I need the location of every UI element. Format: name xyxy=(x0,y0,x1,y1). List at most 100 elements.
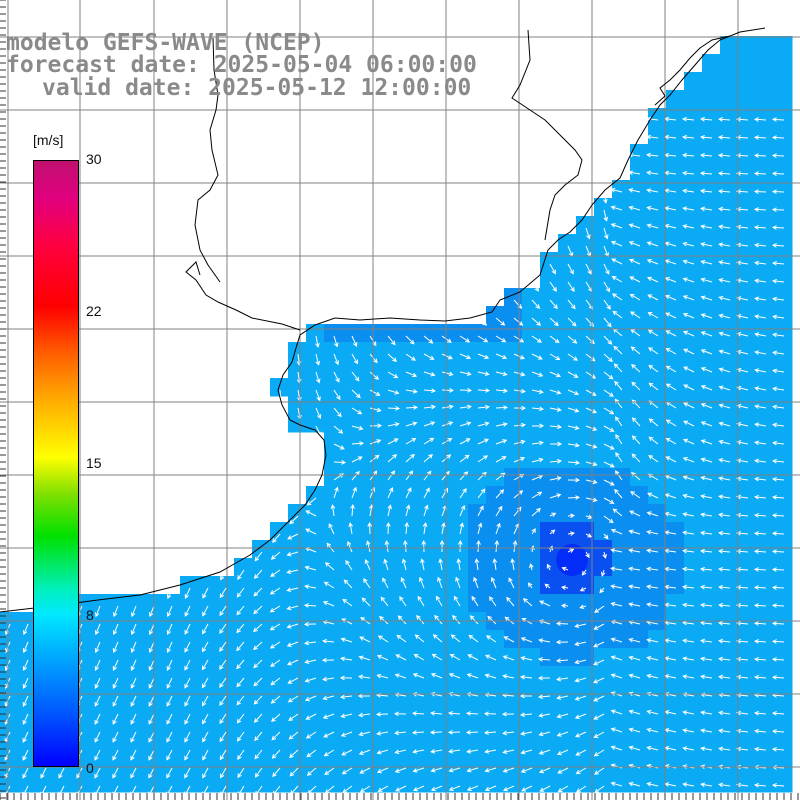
ocean-cell xyxy=(774,486,793,505)
ocean-cell xyxy=(486,306,505,325)
colorbar-tick-0: 0 xyxy=(86,760,94,776)
ocean-cell xyxy=(378,720,397,739)
ocean-cell xyxy=(738,648,757,667)
ocean-cell xyxy=(756,504,775,523)
ocean-cell xyxy=(414,630,433,649)
ocean-cell xyxy=(216,630,235,649)
ocean-cell xyxy=(540,432,559,451)
ocean-cell xyxy=(324,324,343,343)
ocean-cell xyxy=(738,540,757,559)
ocean-cell xyxy=(630,342,649,361)
ocean-cell xyxy=(666,702,685,721)
ocean-cell xyxy=(630,378,649,397)
ocean-cell xyxy=(522,684,541,703)
ocean-cell xyxy=(414,486,433,505)
ocean-cell xyxy=(504,540,523,559)
ocean-cell xyxy=(324,432,343,451)
ocean-cell xyxy=(594,756,613,775)
ocean-cell xyxy=(90,684,109,703)
ocean-cell xyxy=(234,738,253,757)
ocean-cell xyxy=(252,684,271,703)
ocean-cell xyxy=(522,396,541,415)
ocean-cell xyxy=(486,342,505,361)
ocean-cell xyxy=(216,684,235,703)
ocean-cell xyxy=(720,630,739,649)
ocean-cell xyxy=(378,684,397,703)
ocean-cell xyxy=(432,342,451,361)
ocean-cell xyxy=(414,360,433,379)
ocean-cell xyxy=(396,594,415,613)
ocean-cell xyxy=(108,774,127,793)
ocean-cell xyxy=(450,414,469,433)
ocean-cell xyxy=(432,378,451,397)
ocean-cell xyxy=(666,198,685,217)
ocean-cell xyxy=(324,468,343,487)
ocean-cell xyxy=(162,702,181,721)
ocean-cell xyxy=(486,720,505,739)
ocean-cell xyxy=(540,666,559,685)
ocean-cell xyxy=(702,54,721,73)
ocean-cell xyxy=(648,774,667,793)
ocean-cell xyxy=(0,756,19,775)
ocean-cell xyxy=(432,684,451,703)
ocean-cell xyxy=(666,720,685,739)
ocean-cell xyxy=(540,414,559,433)
ocean-cell xyxy=(756,198,775,217)
ocean-cell xyxy=(738,342,757,361)
ocean-cell xyxy=(630,720,649,739)
ocean-cell xyxy=(648,648,667,667)
ocean-cell xyxy=(630,522,649,541)
ocean-cell xyxy=(774,630,793,649)
ocean-cell xyxy=(522,540,541,559)
ocean-cell xyxy=(558,450,577,469)
ocean-cell xyxy=(126,756,145,775)
ocean-cell xyxy=(612,486,631,505)
ocean-cell xyxy=(504,720,523,739)
ocean-cell xyxy=(702,270,721,289)
ocean-cell xyxy=(414,378,433,397)
ocean-cell xyxy=(720,144,739,163)
ocean-cell xyxy=(306,630,325,649)
ocean-cell xyxy=(360,774,379,793)
ocean-cell xyxy=(594,198,613,217)
ocean-cell xyxy=(630,756,649,775)
ocean-cell xyxy=(612,468,631,487)
ocean-cell xyxy=(666,234,685,253)
ocean-cell xyxy=(468,594,487,613)
ocean-cell xyxy=(684,378,703,397)
ocean-cell xyxy=(108,648,127,667)
ocean-cell xyxy=(432,396,451,415)
ocean-cell xyxy=(432,360,451,379)
ocean-cell xyxy=(558,504,577,523)
ocean-cell xyxy=(738,432,757,451)
ocean-cell xyxy=(684,486,703,505)
ocean-cell xyxy=(288,684,307,703)
ocean-cell xyxy=(702,126,721,145)
ocean-cell xyxy=(558,252,577,271)
ocean-cell xyxy=(432,630,451,649)
ocean-cell xyxy=(378,756,397,775)
ocean-cell xyxy=(198,594,217,613)
ocean-cell xyxy=(468,360,487,379)
ocean-cell xyxy=(324,666,343,685)
ocean-cell xyxy=(432,738,451,757)
ocean-cell xyxy=(198,702,217,721)
ocean-cell xyxy=(270,738,289,757)
ocean-cell xyxy=(162,684,181,703)
ocean-cell xyxy=(774,468,793,487)
ocean-cell xyxy=(612,342,631,361)
ocean-cell xyxy=(450,396,469,415)
colorbar-tick-30: 30 xyxy=(86,151,102,167)
ocean-cell xyxy=(648,522,667,541)
ocean-cell xyxy=(738,306,757,325)
ocean-cell xyxy=(684,414,703,433)
ocean-cell xyxy=(540,522,559,541)
ocean-cell xyxy=(252,666,271,685)
ocean-cell xyxy=(144,594,163,613)
ocean-cell xyxy=(468,468,487,487)
ocean-cell xyxy=(720,432,739,451)
ocean-cell xyxy=(648,684,667,703)
ocean-cell xyxy=(630,504,649,523)
ocean-cell xyxy=(612,504,631,523)
ocean-cell xyxy=(504,594,523,613)
